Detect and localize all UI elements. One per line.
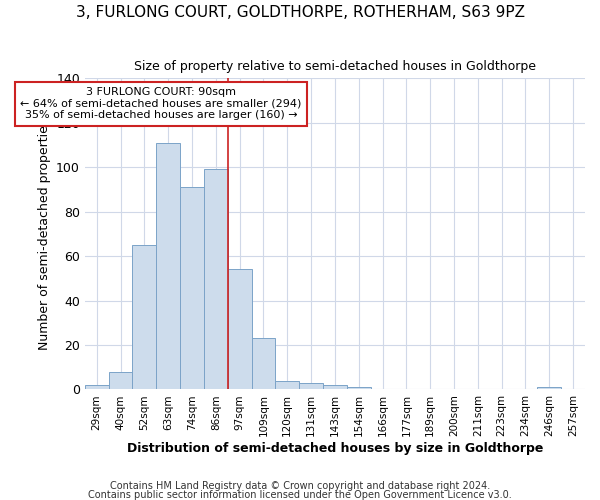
- Bar: [251, 338, 275, 390]
- Bar: [323, 385, 347, 390]
- Bar: [156, 143, 180, 390]
- Bar: [538, 387, 561, 390]
- Bar: [299, 383, 323, 390]
- Text: 3, FURLONG COURT, GOLDTHORPE, ROTHERHAM, S63 9PZ: 3, FURLONG COURT, GOLDTHORPE, ROTHERHAM,…: [76, 5, 524, 20]
- Bar: [180, 187, 204, 390]
- Bar: [228, 270, 251, 390]
- Y-axis label: Number of semi-detached properties: Number of semi-detached properties: [38, 118, 50, 350]
- Text: Contains public sector information licensed under the Open Government Licence v3: Contains public sector information licen…: [88, 490, 512, 500]
- Bar: [275, 380, 299, 390]
- Bar: [347, 387, 371, 390]
- Bar: [85, 385, 109, 390]
- Title: Size of property relative to semi-detached houses in Goldthorpe: Size of property relative to semi-detach…: [134, 60, 536, 73]
- Bar: [204, 170, 228, 390]
- X-axis label: Distribution of semi-detached houses by size in Goldthorpe: Distribution of semi-detached houses by …: [127, 442, 543, 455]
- Bar: [109, 372, 133, 390]
- Text: Contains HM Land Registry data © Crown copyright and database right 2024.: Contains HM Land Registry data © Crown c…: [110, 481, 490, 491]
- Bar: [133, 245, 156, 390]
- Text: 3 FURLONG COURT: 90sqm
← 64% of semi-detached houses are smaller (294)
35% of se: 3 FURLONG COURT: 90sqm ← 64% of semi-det…: [20, 87, 302, 120]
